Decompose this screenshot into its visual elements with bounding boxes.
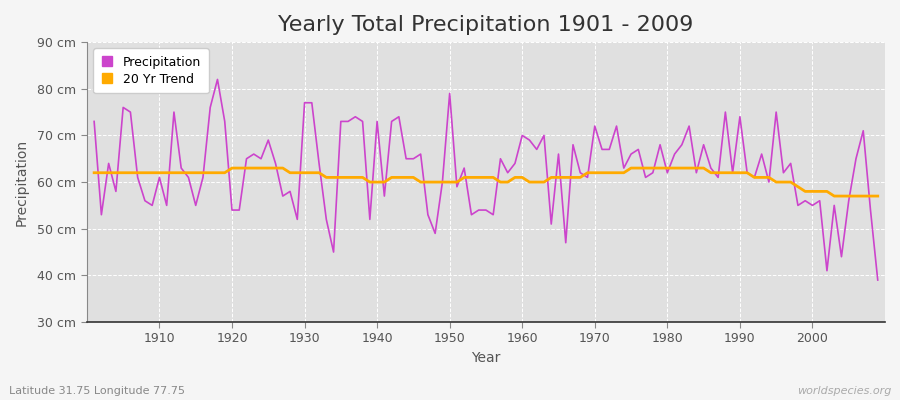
Precipitation: [147, 203, 158, 208]
20 Yr Trend: [829, 194, 840, 198]
Precipitation: [611, 124, 622, 128]
20 Yr Trend: [517, 175, 527, 180]
20 Yr Trend: [147, 170, 158, 175]
20 Yr Trend: [314, 170, 325, 175]
Title: Yearly Total Precipitation 1901 - 2009: Yearly Total Precipitation 1901 - 2009: [278, 15, 694, 35]
Precipitation: [89, 119, 100, 124]
Precipitation: [872, 278, 883, 282]
20 Yr Trend: [89, 170, 100, 175]
Y-axis label: Precipitation: Precipitation: [15, 138, 29, 226]
Precipitation: [212, 77, 223, 82]
Precipitation: [314, 161, 325, 166]
Line: 20 Yr Trend: 20 Yr Trend: [94, 168, 878, 196]
20 Yr Trend: [357, 175, 368, 180]
20 Yr Trend: [227, 166, 238, 170]
X-axis label: Year: Year: [472, 351, 500, 365]
Precipitation: [524, 138, 535, 142]
20 Yr Trend: [872, 194, 883, 198]
Line: Precipitation: Precipitation: [94, 80, 878, 280]
Precipitation: [517, 133, 527, 138]
20 Yr Trend: [611, 170, 622, 175]
Text: Latitude 31.75 Longitude 77.75: Latitude 31.75 Longitude 77.75: [9, 386, 185, 396]
Legend: Precipitation, 20 Yr Trend: Precipitation, 20 Yr Trend: [93, 48, 209, 93]
Precipitation: [357, 119, 368, 124]
20 Yr Trend: [524, 180, 535, 184]
Text: worldspecies.org: worldspecies.org: [796, 386, 891, 396]
